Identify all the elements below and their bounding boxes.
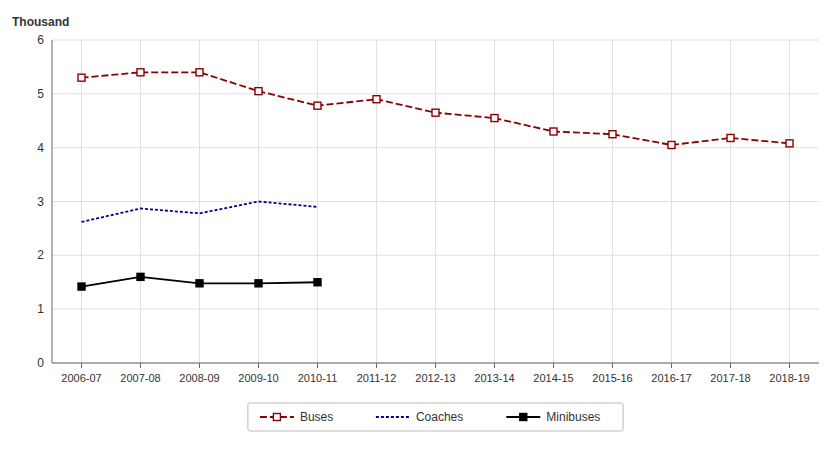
y-tick-label: 3: [37, 195, 44, 209]
series-marker: [255, 88, 262, 95]
y-axis-line: [52, 40, 53, 363]
legend-marker: [520, 414, 527, 421]
x-axis-line: [52, 363, 819, 364]
x-tick: [553, 363, 554, 368]
series-marker: [255, 280, 262, 287]
x-tick-label: 2018-19: [769, 372, 809, 384]
series-line: [82, 277, 318, 287]
series-marker: [314, 279, 321, 286]
y-tick-label: 4: [37, 141, 44, 155]
series-marker: [491, 115, 498, 122]
series-marker: [78, 283, 85, 290]
x-tick: [140, 363, 141, 368]
legend: Buses Coaches Minibuses: [248, 403, 623, 431]
grid: [52, 40, 819, 363]
y-tick-label: 5: [37, 87, 44, 101]
legend-label: Minibuses: [546, 410, 600, 424]
legend-marker: [273, 414, 280, 421]
series-marker: [550, 128, 557, 135]
legend-item: Coaches: [376, 410, 463, 424]
chart-svg: 0 1 2 3 4 5 6 2006-07 2007-08 2008-09 2009-10 2010-…: [0, 0, 839, 455]
x-tick: [199, 363, 200, 368]
series-1: [82, 202, 318, 222]
x-tick: [81, 363, 82, 368]
legend-frame: [248, 403, 623, 431]
x-tick: [789, 363, 790, 368]
x-tick-label: 2016-17: [651, 372, 691, 384]
x-tick: [671, 363, 672, 368]
x-tick-label: 2010-11: [298, 372, 338, 384]
x-grid-line: [376, 40, 377, 363]
x-grid-line: [671, 40, 672, 363]
x-grid-line: [494, 40, 495, 363]
x-tick-label: 2009-10: [238, 372, 278, 384]
series-marker: [609, 131, 616, 138]
y-grid-line: [52, 363, 819, 364]
x-tick-label: 2011-12: [357, 372, 397, 384]
x-tick-label: 2008-09: [179, 372, 219, 384]
series-0: [78, 69, 793, 149]
x-tick-label: 2012-13: [415, 372, 455, 384]
series-marker: [137, 69, 144, 76]
x-tick: [612, 363, 613, 368]
plot-area: [78, 69, 793, 290]
legend-item: Minibuses: [506, 410, 600, 424]
x-grid-line: [435, 40, 436, 363]
y-tick-label: 2: [37, 248, 44, 262]
series-line: [82, 202, 318, 222]
y-tick-label: 6: [37, 33, 44, 47]
x-tick: [317, 363, 318, 368]
legend-swatch: [376, 416, 410, 418]
legend-label: Coaches: [416, 410, 463, 424]
series-marker: [196, 69, 203, 76]
x-grid-line: [789, 40, 790, 363]
y-axis-label: Thousand: [12, 15, 69, 29]
x-tick: [494, 363, 495, 368]
x-grid-line: [553, 40, 554, 363]
x-tick: [730, 363, 731, 368]
series-marker: [196, 280, 203, 287]
series-marker: [314, 102, 321, 109]
x-grid-line: [730, 40, 731, 363]
series-line: [82, 72, 790, 145]
series-marker: [668, 141, 675, 148]
y-tick-label: 0: [37, 356, 44, 370]
x-grid-line: [317, 40, 318, 363]
legend-label: Buses: [300, 410, 333, 424]
x-tick-label: 2007-08: [120, 372, 160, 384]
series-2: [78, 273, 321, 290]
y-tick-label: 1: [37, 302, 44, 316]
x-tick: [376, 363, 377, 368]
x-tick-label: 2014-15: [533, 372, 573, 384]
x-tick-label: 2006-07: [61, 372, 101, 384]
x-tick-label: 2017-18: [710, 372, 750, 384]
x-grid-line: [612, 40, 613, 363]
x-tick: [258, 363, 259, 368]
x-grid-line: [81, 40, 82, 363]
x-tick-label: 2013-14: [474, 372, 514, 384]
legend-item: Buses: [260, 410, 333, 424]
x-tick-label: 2015-16: [592, 372, 632, 384]
series-marker: [373, 96, 380, 103]
series-marker: [727, 134, 734, 141]
series-marker: [432, 109, 439, 116]
x-grid-line: [199, 40, 200, 363]
series-marker: [78, 74, 85, 81]
series-marker: [137, 273, 144, 280]
x-tick: [435, 363, 436, 368]
chart-container: 0 1 2 3 4 5 6 2006-07 2007-08 2008-09 2009-10 2010-…: [0, 0, 839, 455]
x-grid-line: [140, 40, 141, 363]
series-marker: [786, 140, 793, 147]
